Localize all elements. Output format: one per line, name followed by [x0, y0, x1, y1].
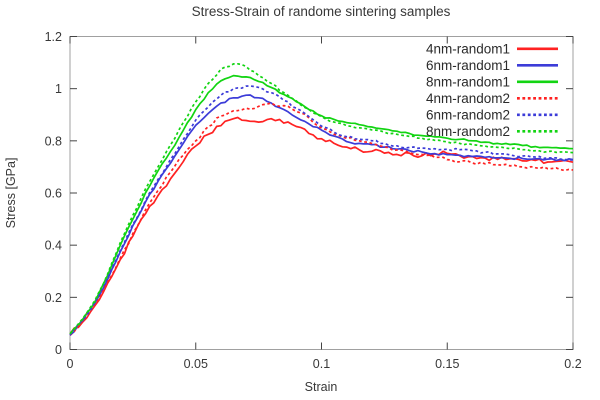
x-tick-label: 0.1 [313, 357, 330, 371]
x-tick-label: 0.2 [564, 357, 581, 371]
legend-label-6nm-random2: 6nm-random2 [426, 107, 510, 122]
x-tick-label: 0 [67, 357, 74, 371]
legend-label-6nm-random1: 6nm-random1 [426, 58, 510, 73]
legend-label-8nm-random1: 8nm-random1 [426, 74, 510, 89]
legend-label-8nm-random2: 8nm-random2 [426, 124, 510, 139]
legend-label-4nm-random2: 4nm-random2 [426, 91, 510, 106]
y-tick-label: 1 [55, 82, 62, 96]
series-line-6nm-random2 [69, 85, 574, 336]
y-tick-label: 0.8 [45, 134, 62, 148]
series-line-4nm-random1 [69, 116, 574, 335]
series-line-6nm-random1 [69, 94, 574, 336]
y-tick-label: 0 [55, 343, 62, 357]
chart-title: Stress-Strain of randome sintering sampl… [192, 4, 451, 19]
legend-label-4nm-random1: 4nm-random1 [426, 41, 510, 56]
y-axis-label: Stress [GPa] [4, 158, 18, 229]
plot-area: 0 0.05 0.1 0.15 0.2 0 0.2 0.4 0.6 0.8 1 1.2 [45, 30, 582, 371]
y-tick-label: 0.6 [45, 187, 62, 201]
series-line-4nm-random2 [69, 102, 574, 336]
x-tick-label: 0.15 [435, 357, 459, 371]
series-line-8nm-random1 [69, 74, 574, 335]
x-axis-label: Strain [305, 380, 338, 394]
y-tick-label: 1.2 [45, 30, 62, 44]
x-tick-label: 0.05 [184, 357, 208, 371]
y-tick-label: 0.2 [45, 291, 62, 305]
y-tick-label: 0.4 [45, 239, 62, 253]
